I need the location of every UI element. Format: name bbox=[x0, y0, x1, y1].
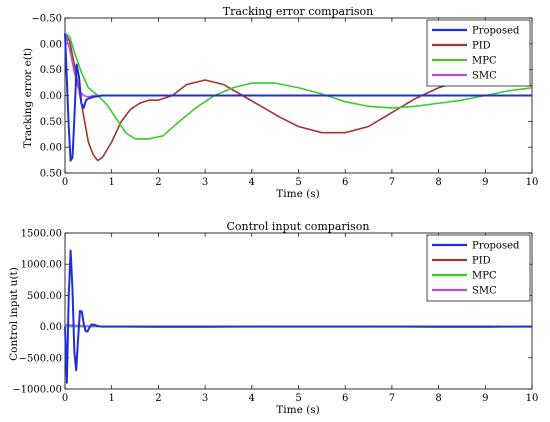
y-tick-label: 1000.00 bbox=[21, 260, 62, 271]
x-tick-label: 2 bbox=[155, 393, 161, 404]
x-tick-label: 0 bbox=[62, 393, 68, 404]
y-ticks: −0.50 0.00 0.50 0.00 0.50 0.00 0.50 bbox=[31, 14, 532, 180]
y-tick-label: −1000.00 bbox=[12, 385, 62, 396]
x-ticks: 0 1 2 3 4 5 6 7 8 9 10 bbox=[62, 18, 539, 188]
series-line-proposed bbox=[64, 249, 532, 384]
chart-title: Tracking error comparison bbox=[223, 5, 373, 18]
x-tick-label: 8 bbox=[435, 393, 441, 404]
legend-label: Proposed bbox=[472, 26, 520, 37]
y-tick-label: 0.00 bbox=[40, 143, 62, 154]
series-lines bbox=[64, 32, 533, 162]
x-tick-label: 6 bbox=[342, 393, 348, 404]
series-line-pid bbox=[64, 33, 533, 162]
y-tick-label: −0.50 bbox=[31, 14, 62, 25]
legend: Proposed PID MPC SMC bbox=[426, 19, 531, 87]
y-tick-label: 0.00 bbox=[40, 39, 62, 50]
x-tick-label: 3 bbox=[202, 393, 208, 404]
x-tick-label: 3 bbox=[202, 177, 208, 188]
y-axis-label: Tracking error e(t) bbox=[22, 48, 34, 148]
x-tick-label: 0 bbox=[62, 177, 68, 188]
x-tick-label: 6 bbox=[342, 177, 348, 188]
x-tick-label: 7 bbox=[389, 393, 395, 404]
y-tick-label: 0.00 bbox=[40, 322, 62, 333]
legend: Proposed PID MPC SMC bbox=[426, 234, 531, 302]
x-tick-label: 4 bbox=[249, 393, 255, 404]
x-axis-label: Time (s) bbox=[276, 404, 319, 416]
x-tick-label: 5 bbox=[295, 393, 301, 404]
x-tick-label: 2 bbox=[155, 177, 161, 188]
y-tick-label: 0.50 bbox=[40, 169, 62, 180]
y-axis-label: Control input u(t) bbox=[8, 267, 20, 361]
legend-label: Proposed bbox=[472, 241, 520, 252]
x-ticks: 0 1 2 3 4 5 6 7 8 9 10 bbox=[62, 233, 539, 404]
legend-label: SMC bbox=[472, 286, 497, 297]
x-tick-label: 7 bbox=[389, 177, 395, 188]
x-tick-label: 5 bbox=[295, 177, 301, 188]
x-tick-label: 1 bbox=[109, 393, 115, 404]
y-tick-label: 500.00 bbox=[27, 291, 62, 302]
x-tick-label: 4 bbox=[249, 177, 255, 188]
legend-label: MPC bbox=[472, 56, 497, 67]
x-tick-label: 1 bbox=[109, 177, 115, 188]
x-tick-label: 8 bbox=[435, 177, 441, 188]
chart-title: Control input comparison bbox=[226, 220, 369, 233]
tracking-error-chart: Tracking error comparison Tracking error… bbox=[22, 5, 538, 200]
y-tick-label: 0.00 bbox=[40, 91, 62, 102]
y-tick-label: 1500.00 bbox=[21, 229, 62, 240]
x-tick-label: 9 bbox=[482, 393, 488, 404]
y-tick-label: −500.00 bbox=[19, 353, 62, 364]
x-tick-label: 10 bbox=[526, 393, 539, 404]
x-tick-label: 9 bbox=[482, 177, 488, 188]
legend-label: MPC bbox=[472, 271, 497, 282]
y-tick-label: 0.50 bbox=[40, 65, 62, 76]
y-ticks: 1500.00 1000.00 500.00 0.00 −500.00 −1000.00 bbox=[12, 229, 532, 396]
x-axis-label: Time (s) bbox=[276, 188, 319, 200]
legend-label: SMC bbox=[472, 71, 497, 82]
legend-label: PID bbox=[472, 41, 491, 52]
x-tick-label: 10 bbox=[526, 177, 539, 188]
y-tick-label: 0.50 bbox=[40, 117, 62, 128]
control-input-chart: Control input comparison Control input u… bbox=[8, 220, 538, 416]
legend-label: PID bbox=[472, 256, 491, 267]
series-lines bbox=[64, 249, 533, 384]
series-line-proposed bbox=[64, 33, 532, 162]
